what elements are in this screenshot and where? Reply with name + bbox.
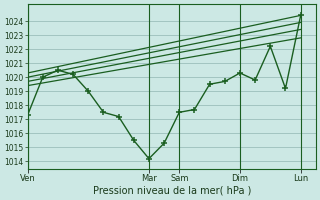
X-axis label: Pression niveau de la mer( hPa ): Pression niveau de la mer( hPa ) xyxy=(92,186,251,196)
